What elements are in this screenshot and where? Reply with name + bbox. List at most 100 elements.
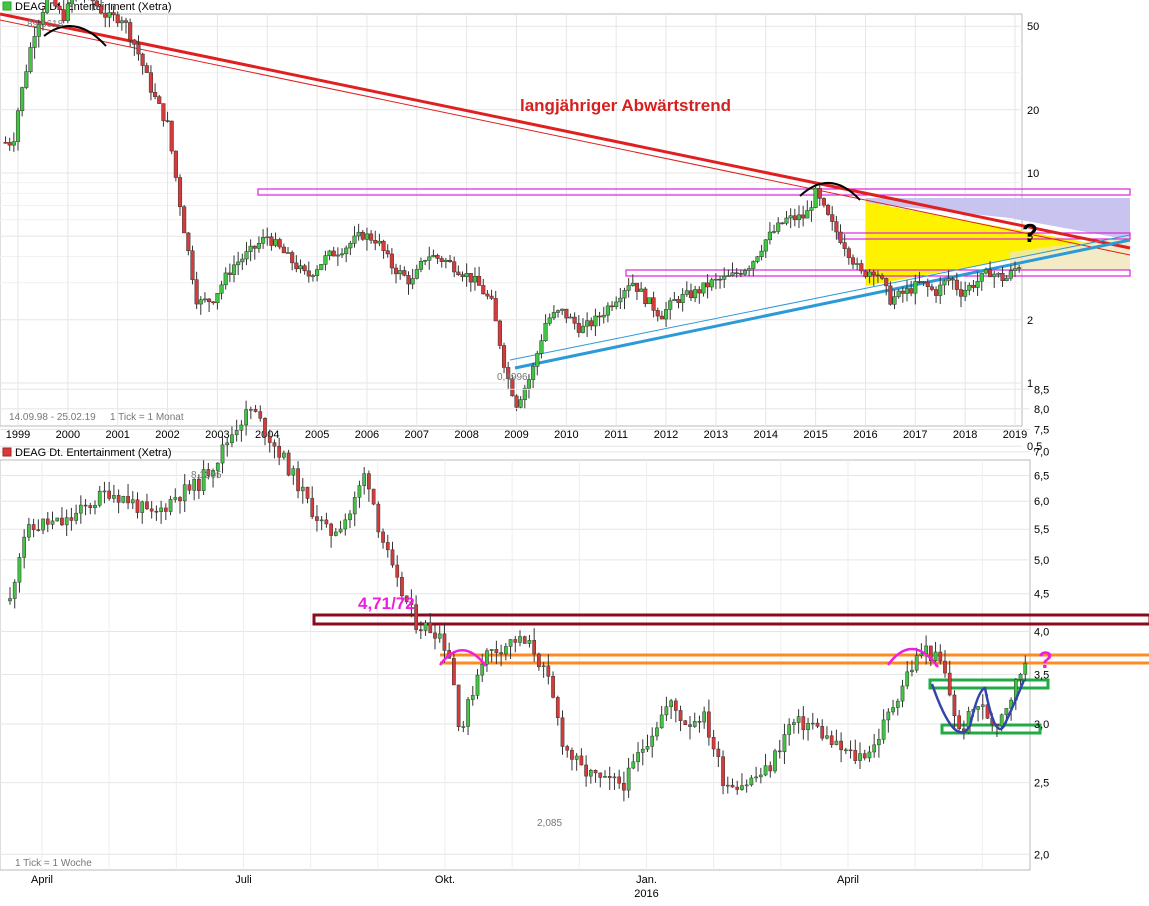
top-candle <box>954 279 959 290</box>
top-candle <box>576 323 581 333</box>
top-candle <box>585 320 590 327</box>
top-candle <box>859 263 864 272</box>
bottom-candle <box>159 507 163 512</box>
top-candle <box>925 281 930 287</box>
bottom-candle <box>584 764 588 777</box>
bottom-x-axis: AprilJuliOkt.Jan.April201520162017201820… <box>31 874 859 900</box>
top-candle <box>481 285 486 295</box>
bottom-y-tick-label: 2,5 <box>1034 778 1049 790</box>
bottom-candle <box>1023 663 1028 675</box>
bottom-candle <box>820 726 825 739</box>
top-candle <box>896 290 901 297</box>
top-candle <box>136 44 141 55</box>
top-candle <box>431 255 436 258</box>
bottom-candle <box>55 517 60 522</box>
bottom-legend-swatch <box>2 447 12 457</box>
bottom-candle <box>768 765 773 772</box>
top-interval-note: 1 Tick = 1 Monat <box>110 412 184 423</box>
bottom-candle <box>636 752 640 763</box>
top-date-range: 14.09.98 - 25.02.19 <box>9 412 96 423</box>
top-candle <box>261 237 266 244</box>
top-candle <box>123 20 129 23</box>
bottom-candle <box>64 517 69 526</box>
top-candle <box>331 250 336 257</box>
top-y-axis: 0,5125102050100 <box>1027 21 1042 453</box>
top-candle <box>240 258 245 263</box>
top-candle <box>672 299 677 302</box>
top-candle <box>759 250 764 257</box>
top-candle <box>522 387 527 400</box>
bottom-candle <box>60 517 64 526</box>
top-candle <box>747 268 752 271</box>
bottom-candle <box>362 473 367 486</box>
top-candle <box>485 293 490 297</box>
bottom-candle <box>282 452 286 458</box>
top-candle <box>402 270 407 276</box>
bottom-candle <box>456 684 461 727</box>
bottom-candle <box>716 748 721 757</box>
bottom-candle <box>258 411 263 419</box>
bottom-candle <box>437 633 442 639</box>
bottom-candle <box>763 765 768 776</box>
bottom-candle <box>315 516 319 521</box>
top-candle <box>294 262 299 270</box>
top-candle <box>551 312 556 319</box>
top-candle <box>651 297 656 311</box>
top-candle <box>734 272 739 274</box>
bottom-candle <box>74 512 78 521</box>
bottom-candle <box>980 704 985 707</box>
top-candle <box>290 252 295 264</box>
top-candle <box>958 289 964 297</box>
top-candle <box>377 240 382 244</box>
bottom-y-tick-label: 6,0 <box>1034 496 1049 508</box>
top-candle <box>892 296 897 305</box>
top-candle <box>45 0 50 13</box>
top-candle <box>705 282 710 288</box>
bottom-y-tick-label: 3,5 <box>1034 669 1049 681</box>
top-candle <box>801 214 806 219</box>
top-candle <box>256 243 261 249</box>
top-candle <box>543 322 548 341</box>
top-candle <box>742 270 748 275</box>
top-candle <box>772 231 777 233</box>
bottom-candle <box>617 776 622 784</box>
bottom-candle <box>102 490 107 493</box>
top-candle <box>531 366 536 380</box>
top-x-tick-label: 1999 <box>6 429 30 441</box>
top-x-tick-label: 2011 <box>604 429 628 441</box>
top-candle <box>846 248 851 258</box>
bottom-candle <box>211 470 215 476</box>
bottom-candle <box>933 651 938 661</box>
top-y-tick-label: 50 <box>1027 21 1039 33</box>
top-candle <box>609 305 615 308</box>
top-candle <box>634 282 640 292</box>
bottom-candle <box>461 726 466 728</box>
bottom-candles <box>8 400 1028 802</box>
top-candle <box>796 214 802 221</box>
bottom-candle <box>244 409 248 426</box>
bottom-y-tick-label: 7,0 <box>1034 447 1049 459</box>
top-candle <box>69 0 75 5</box>
top-x-tick-label: 2007 <box>405 429 429 441</box>
bottom-candle <box>310 498 315 517</box>
top-candle <box>676 299 681 303</box>
bottom-candle <box>395 564 400 578</box>
bottom-candle <box>593 770 598 774</box>
top-candle <box>809 207 814 211</box>
top-candle <box>693 289 698 299</box>
bottom-candle <box>546 665 551 677</box>
top-x-tick-label: 2018 <box>953 429 977 441</box>
bottom-candle <box>834 740 839 745</box>
top-candle <box>165 120 170 122</box>
top-candle <box>456 271 461 275</box>
top-candle <box>767 231 772 241</box>
bottom-candle <box>12 581 17 599</box>
top-candle <box>36 24 41 37</box>
bottom-candle <box>825 735 829 739</box>
bottom-candle <box>721 756 725 786</box>
bottom-candle <box>957 715 962 730</box>
top-candle <box>306 270 311 277</box>
top-candle <box>182 206 187 234</box>
bottom-candle <box>178 497 182 502</box>
